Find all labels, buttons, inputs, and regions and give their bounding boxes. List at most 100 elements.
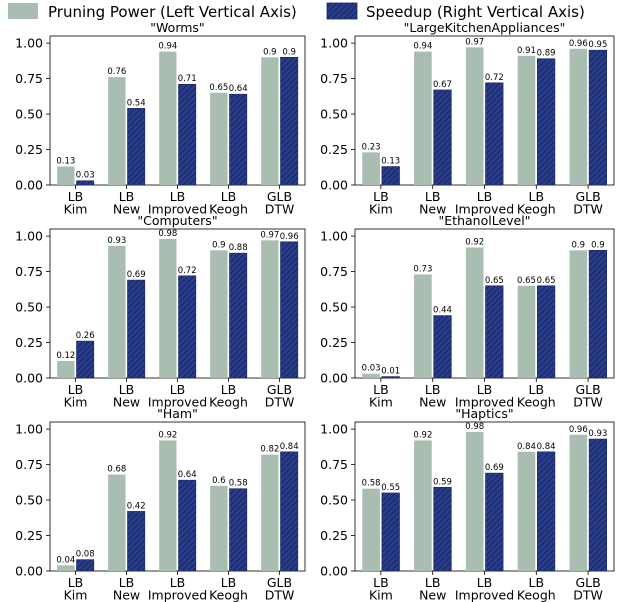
- y-tick-label: 0.50: [320, 300, 348, 315]
- data-label: 0.82: [260, 445, 279, 455]
- legend-label-pruning-power: Pruning Power (Left Vertical Axis): [48, 3, 297, 21]
- data-label: 0.13: [381, 157, 400, 167]
- bar-speedup: [536, 451, 556, 572]
- x-tick-label: LB: [119, 575, 135, 590]
- legend: Pruning Power (Left Vertical Axis) Speed…: [8, 2, 585, 21]
- x-tick-label: DTW: [573, 202, 603, 217]
- data-label: 0.26: [76, 331, 95, 341]
- data-label: 0.67: [433, 80, 452, 90]
- data-label: 0.91: [517, 46, 536, 56]
- data-label: 0.9: [282, 47, 296, 57]
- y-tick-label: 1.00: [320, 229, 348, 244]
- x-tick-label: LB: [425, 382, 441, 397]
- data-label: 0.9: [591, 240, 605, 250]
- legend-swatch-speedup: [326, 2, 358, 20]
- y-tick-label: 1.00: [15, 422, 43, 437]
- chart-title: "LargeKitchenAppliances": [404, 20, 566, 35]
- x-tick-label: Keogh: [209, 588, 248, 602]
- y-tick-label: 1.00: [15, 229, 43, 244]
- data-label: 0.54: [127, 98, 146, 108]
- data-label: 0.92: [158, 430, 177, 440]
- bar-pruning-power: [517, 285, 536, 378]
- x-tick-label: LB: [373, 575, 389, 590]
- x-tick-label: Kim: [64, 395, 88, 410]
- data-label: 0.84: [280, 442, 299, 452]
- bar-speedup: [536, 58, 556, 186]
- data-label: 0.65: [485, 276, 504, 286]
- x-tick-label: Improved: [148, 395, 207, 410]
- x-tick-label: Improved: [148, 588, 207, 602]
- bar-speedup: [381, 492, 400, 572]
- bar-pruning-power: [57, 360, 75, 378]
- x-tick-label: Keogh: [517, 202, 556, 217]
- chart-panel: "LargeKitchenAppliances" 0.00 0.25 0.50 0.75…: [320, 20, 615, 217]
- bar-speedup: [76, 340, 95, 379]
- data-label: 0.96: [569, 39, 588, 49]
- data-label: 0.65: [537, 276, 556, 286]
- x-tick-label: GLB: [575, 382, 600, 397]
- x-tick-label: LB: [68, 575, 84, 590]
- bar-speedup: [280, 56, 299, 186]
- data-label: 0.9: [212, 240, 226, 250]
- x-tick-label: LB: [119, 382, 135, 397]
- x-tick-label: LB: [221, 575, 237, 590]
- bar-pruning-power: [569, 434, 588, 571]
- data-label: 0.69: [485, 463, 504, 473]
- x-tick-label: GLB: [267, 382, 292, 397]
- y-tick-label: 0.00: [320, 371, 348, 386]
- bar-pruning-power: [362, 488, 380, 571]
- bar-pruning-power: [261, 57, 279, 185]
- data-label: 0.64: [178, 470, 197, 480]
- bar-speedup: [588, 249, 608, 379]
- bar-pruning-power: [362, 373, 380, 378]
- legend-swatch-pruning-power: [8, 3, 38, 19]
- x-tick-label: DTW: [573, 588, 603, 602]
- bar-speedup: [588, 438, 608, 572]
- y-tick-label: 0.50: [320, 493, 348, 508]
- data-label: 0.89: [537, 49, 556, 59]
- bar-pruning-power: [261, 240, 279, 378]
- y-tick-label: 1.00: [15, 36, 43, 51]
- x-tick-label: DTW: [573, 395, 603, 410]
- data-label: 0.55: [381, 483, 400, 493]
- chart-panel: "EthanolLevel"0.000.250.500.751.000.03 0.…: [320, 213, 615, 410]
- bar-pruning-power: [414, 51, 432, 185]
- data-label: 0.13: [56, 157, 75, 167]
- bar-speedup: [433, 89, 452, 186]
- x-tick-label: Kim: [369, 202, 393, 217]
- data-label: 0.84: [517, 442, 536, 452]
- data-label: 0.65: [517, 276, 536, 286]
- bar-speedup: [381, 166, 400, 186]
- bar-speedup: [127, 108, 146, 186]
- data-label: 0.84: [537, 442, 556, 452]
- data-label: 0.04: [56, 555, 75, 565]
- bar-speedup: [280, 241, 299, 379]
- bar-pruning-power: [57, 565, 75, 571]
- x-tick-label: New: [113, 588, 140, 602]
- data-label: 0.96: [569, 425, 588, 435]
- data-label: 0.03: [76, 171, 95, 181]
- x-tick-label: Keogh: [209, 395, 248, 410]
- bar-speedup: [485, 82, 504, 186]
- x-tick-label: LB: [477, 382, 493, 397]
- bar-pruning-power: [108, 474, 126, 571]
- data-label: 0.72: [178, 266, 197, 276]
- bar-speedup: [127, 279, 146, 379]
- data-label: 0.97: [260, 230, 279, 240]
- x-tick-label: DTW: [265, 588, 295, 602]
- chart-panel: "Computers" 0.00 0.25 0.50 0.75 1.00 0.120.26 L…: [15, 213, 306, 410]
- bar-pruning-power: [159, 51, 177, 185]
- data-label: 0.58: [362, 479, 381, 489]
- data-label: 0.03: [362, 364, 381, 374]
- data-label: 0.01: [381, 367, 400, 377]
- x-tick-label: Improved: [455, 395, 514, 410]
- bar-speedup: [127, 511, 146, 572]
- x-tick-label: Keogh: [209, 202, 248, 217]
- y-tick-label: 1.00: [320, 36, 348, 51]
- bar-pruning-power: [261, 454, 279, 571]
- legend-label-speedup: Speedup (Right Vertical Axis): [366, 3, 585, 21]
- y-tick-label: 1.00: [320, 422, 348, 437]
- x-tick-label: LB: [477, 575, 493, 590]
- y-tick-label: 0.50: [15, 107, 43, 122]
